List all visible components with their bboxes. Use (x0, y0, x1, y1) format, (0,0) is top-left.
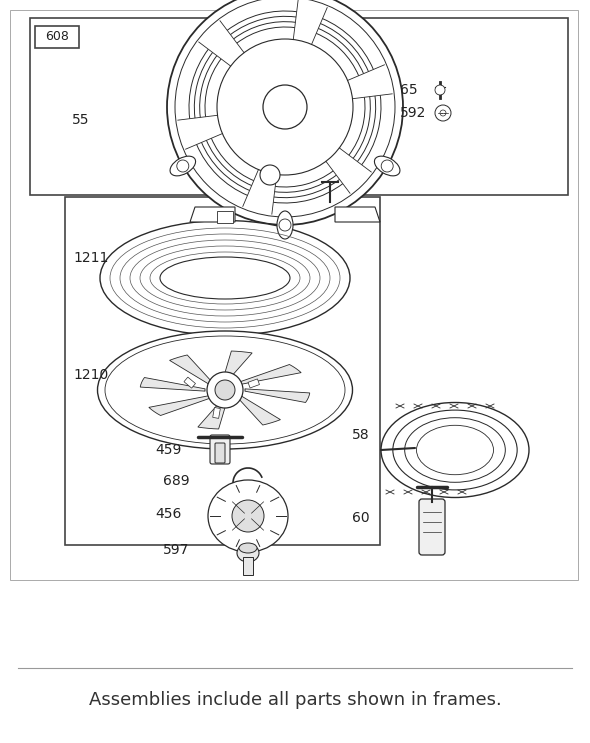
FancyBboxPatch shape (210, 435, 230, 464)
FancyBboxPatch shape (215, 443, 225, 463)
Polygon shape (198, 399, 228, 429)
Text: 592: 592 (400, 106, 427, 120)
Bar (10, 10, 578, 580)
Circle shape (175, 0, 395, 217)
Bar (213, 407, 220, 418)
Text: 689: 689 (163, 474, 189, 488)
Ellipse shape (105, 336, 345, 444)
Text: 60: 60 (352, 511, 369, 525)
Text: 58: 58 (352, 428, 369, 442)
Polygon shape (245, 389, 310, 403)
Bar (65, 197, 380, 545)
Text: 55: 55 (72, 113, 90, 127)
Circle shape (260, 165, 280, 185)
Circle shape (232, 500, 264, 532)
Circle shape (435, 105, 451, 121)
Circle shape (263, 85, 307, 129)
Circle shape (215, 380, 235, 400)
Ellipse shape (100, 221, 350, 336)
Text: 1210: 1210 (73, 368, 108, 382)
Ellipse shape (97, 331, 352, 449)
Text: 65: 65 (400, 83, 418, 97)
Text: Assemblies include all parts shown in frames.: Assemblies include all parts shown in fr… (88, 691, 502, 709)
Circle shape (440, 110, 446, 116)
Polygon shape (169, 355, 213, 384)
Ellipse shape (170, 156, 195, 176)
Bar (184, 377, 195, 388)
Polygon shape (222, 351, 252, 381)
Text: 459: 459 (155, 443, 181, 457)
Ellipse shape (208, 480, 288, 552)
Bar (248, 379, 260, 388)
Text: 1211: 1211 (73, 251, 109, 265)
Circle shape (279, 219, 291, 231)
Text: 597: 597 (163, 543, 189, 557)
Bar (243, 557, 253, 575)
Text: ereplacementparts.com: ereplacementparts.com (224, 403, 366, 417)
FancyBboxPatch shape (419, 499, 445, 555)
Circle shape (217, 39, 353, 175)
Circle shape (167, 0, 403, 225)
Ellipse shape (375, 156, 400, 176)
Circle shape (207, 372, 243, 408)
Polygon shape (237, 395, 280, 425)
Polygon shape (140, 377, 205, 391)
Ellipse shape (277, 211, 293, 239)
Text: 608: 608 (45, 30, 69, 44)
Bar (30, 18, 568, 195)
Circle shape (435, 85, 445, 95)
Ellipse shape (237, 544, 259, 562)
Bar (35, 26, 79, 48)
Polygon shape (149, 395, 213, 415)
Bar (217, 211, 233, 223)
Ellipse shape (160, 257, 290, 299)
Ellipse shape (239, 543, 257, 553)
Circle shape (177, 160, 189, 172)
Text: 456: 456 (155, 507, 181, 521)
Polygon shape (237, 365, 301, 384)
Polygon shape (335, 207, 380, 222)
Circle shape (381, 160, 393, 172)
Polygon shape (190, 207, 235, 222)
